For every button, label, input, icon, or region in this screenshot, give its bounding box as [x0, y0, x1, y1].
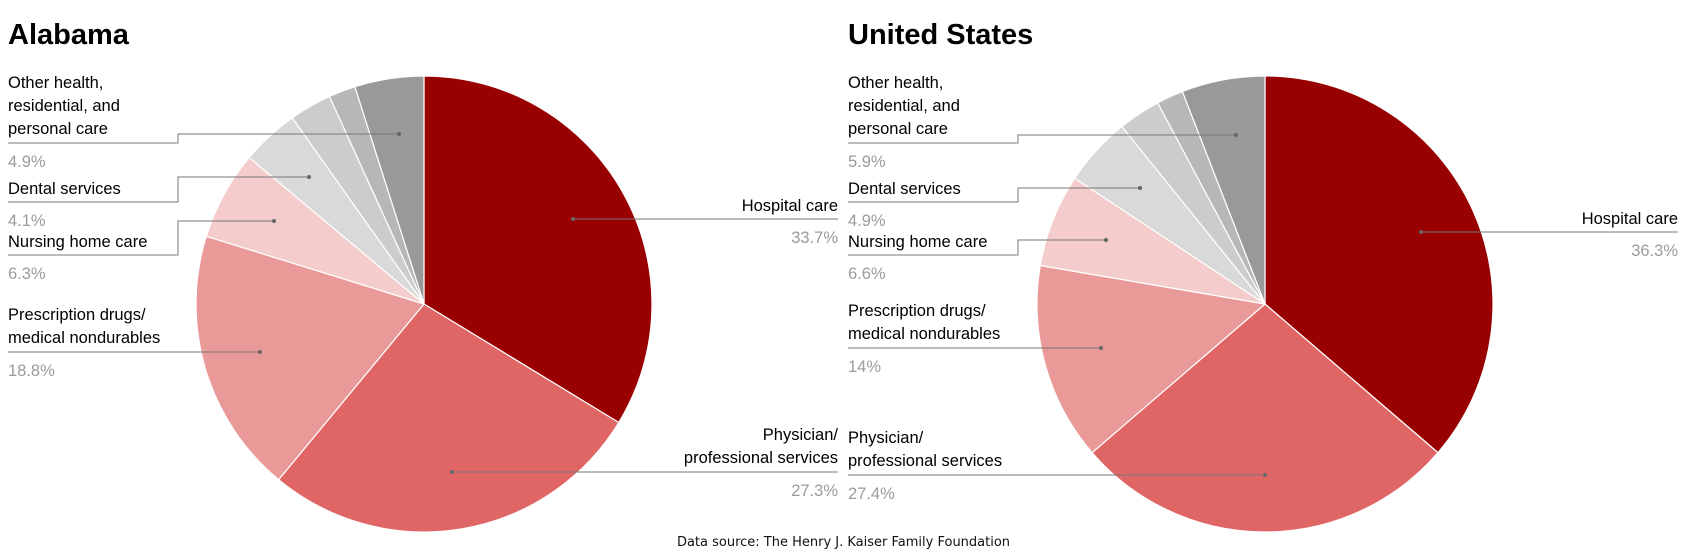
pie-chart-united-states: United States Hospital care 36.3% Physician…: [848, 19, 1678, 533]
leader-line: [8, 176, 309, 203]
slice-label-text: residential, and: [8, 97, 120, 115]
pie-slice-other-health-residential-and-personal-care: [354, 75, 425, 305]
leader-dot: [571, 217, 575, 221]
slice-label-text: professional services: [848, 452, 1002, 470]
slice-value-label: 6.3%: [8, 265, 46, 283]
pie-slices: [195, 75, 653, 533]
leader-dot: [1104, 238, 1108, 242]
slice-label-physician-professional-services: Physician/professional services 27.4%: [848, 429, 1267, 503]
slice-label-text: residential, and: [848, 97, 960, 115]
leader-dot: [1419, 230, 1423, 234]
slice-label-text: Prescription drugs/: [8, 306, 146, 324]
pie-slice-prescription-drugs-medical-nondurables: [1036, 264, 1267, 454]
slice-label-text: Hospital care: [742, 197, 838, 215]
slice-value-label: 4.9%: [8, 153, 46, 171]
pie-slice-hospital-care: [1264, 75, 1494, 454]
slice-label-text: Physician/: [763, 426, 839, 444]
pie-chart-alabama: Alabama Hospital care 33.7% Physician/profe…: [8, 19, 838, 533]
slice-label-text: professional services: [684, 449, 838, 467]
leader-dot: [1263, 473, 1267, 477]
slice-value-label: 33.7%: [791, 229, 838, 247]
slice-value-label: 18.8%: [8, 362, 55, 380]
slice-label-hospital-care: Hospital care 36.3%: [1419, 210, 1678, 260]
slice-value-label: 27.3%: [791, 482, 838, 500]
slice-label-text: Nursing home care: [848, 233, 987, 251]
leader-line: [8, 220, 274, 256]
pie-slice-physician-professional-services: [277, 303, 620, 533]
slice-value-label: 4.1%: [8, 212, 46, 230]
slice-label-prescription-drugs-medical-nondurables: Prescription drugs/medical nondurables 14…: [848, 302, 1103, 376]
source-note: Data source: The Henry J. Kaiser Family …: [676, 535, 1011, 550]
slice-label-hospital-care: Hospital care 33.7%: [571, 197, 838, 247]
leader-dot: [258, 350, 262, 354]
slice-label-text: Prescription drugs/: [848, 302, 986, 320]
leader-dot: [1099, 346, 1103, 350]
slice-value-label: 5.9%: [848, 153, 886, 171]
slice-label-other-health-residential-and-personal-care: Other health, residential, and personal ca…: [8, 74, 401, 171]
slice-value-label: 4.9%: [848, 212, 886, 230]
pie-slices: [1036, 75, 1494, 533]
leader-line: [8, 133, 399, 144]
slice-label-text: Dental services: [8, 180, 121, 198]
slice-label-text: medical nondurables: [848, 325, 1000, 343]
slice-label-text: medical nondurables: [8, 329, 160, 347]
slice-label-text: Physician/: [848, 429, 924, 447]
slice-label-text: Hospital care: [1582, 210, 1678, 228]
slice-label-text: Dental services: [848, 180, 961, 198]
chart-title: United States: [848, 19, 1033, 51]
pie-slice-hospital-care: [423, 75, 653, 424]
slice-label-text: personal care: [8, 120, 108, 138]
leader-line: [848, 187, 1140, 203]
leader-line: [848, 134, 1236, 144]
pie-slice-prescription-drugs-medical-nondurables: [195, 235, 426, 481]
leader-dot: [450, 470, 454, 474]
slice-value-label: 6.6%: [848, 265, 886, 283]
slice-label-nursing-home-care: Nursing home care 6.6%: [848, 233, 1108, 283]
slice-label-nursing-home-care: Nursing home care 6.3%: [8, 219, 276, 283]
slice-value-label: 36.3%: [1631, 242, 1678, 260]
slice-label-physician-professional-services: Physician/professional services 27.3%: [450, 426, 838, 500]
slice-label-text: personal care: [848, 120, 948, 138]
leader-dot: [1234, 133, 1238, 137]
slice-label-dental-services: Dental services 4.9%: [848, 180, 1142, 230]
leader-dot: [307, 175, 311, 179]
slice-label-text: Other health,: [848, 74, 943, 92]
leader-dot: [1138, 186, 1142, 190]
chart-title: Alabama: [8, 19, 130, 51]
slice-label-other-health-residential-and-personal-care: Other health, residential, and personal ca…: [848, 74, 1238, 171]
leader-dot: [272, 219, 276, 223]
leader-dot: [397, 132, 401, 136]
slice-label-prescription-drugs-medical-nondurables: Prescription drugs/medical nondurables 18…: [8, 306, 262, 380]
slice-label-text: Nursing home care: [8, 233, 147, 251]
slice-value-label: 27.4%: [848, 485, 895, 503]
slice-value-label: 14%: [848, 358, 881, 376]
slice-label-text: Other health,: [8, 74, 103, 92]
slice-label-dental-services: Dental services 4.1%: [8, 175, 311, 230]
pie-slice-other-health-residential-and-personal-care: [1181, 75, 1266, 305]
leader-line: [848, 239, 1106, 256]
